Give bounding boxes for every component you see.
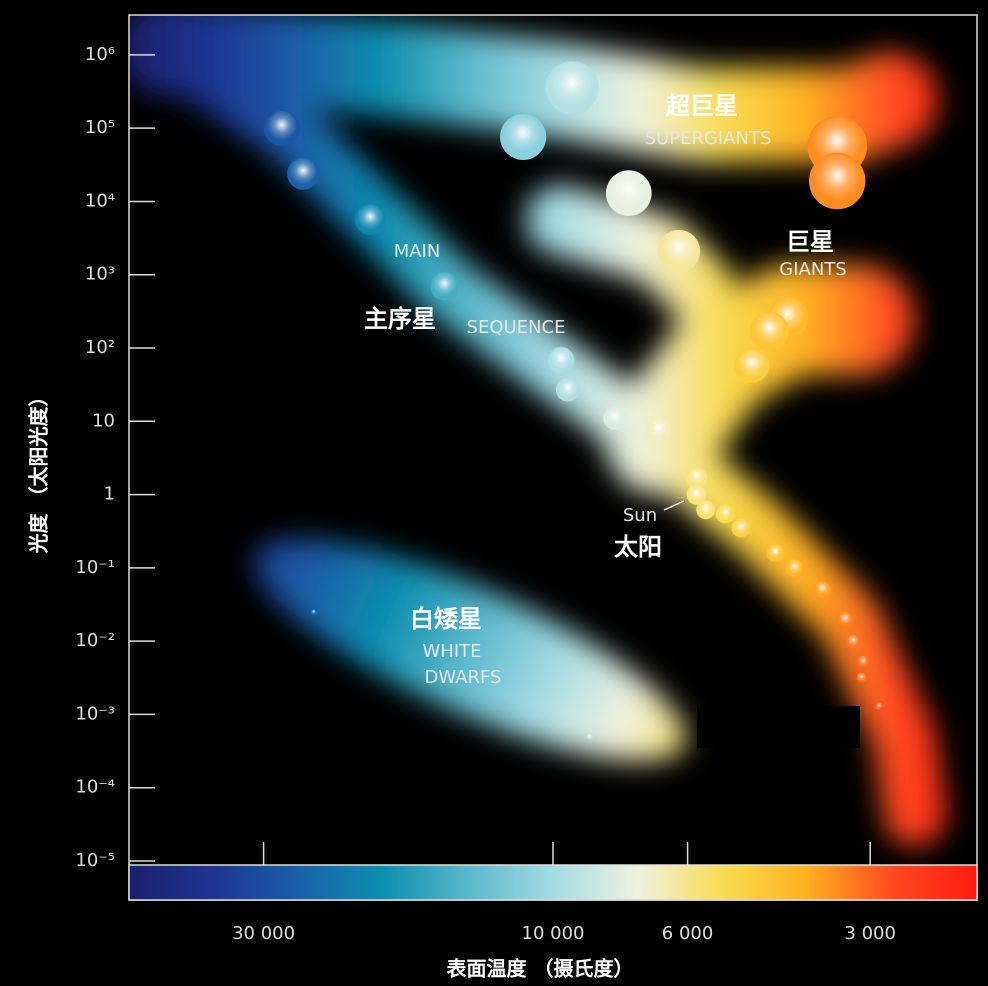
star-highlight [289, 158, 318, 186]
annotation: SUPERGIANTS [645, 128, 772, 149]
star-highlight [687, 467, 706, 486]
star-highlight [587, 733, 593, 739]
star-highlight [266, 111, 297, 142]
x-tick-label: 30 000 [232, 923, 295, 944]
stars [263, 61, 884, 740]
y-tick-label: 10⁻² [75, 630, 115, 651]
annotation: 主序星 [364, 305, 436, 333]
y-tick-label: 10⁶ [85, 44, 115, 65]
y-tick-label: 10⁻¹ [75, 557, 115, 578]
annotation: SEQUENCE [467, 317, 566, 338]
x-axis-label: 表面温度 （摄氏度） [447, 957, 634, 981]
annotation: Sun [623, 505, 657, 526]
annotation: 白矮星 [410, 605, 482, 633]
colorbar [128, 864, 978, 901]
y-tick-label: 10² [85, 337, 115, 358]
star-highlight [432, 272, 457, 297]
annotation: GIANTS [779, 259, 846, 280]
mask-box [697, 706, 860, 748]
annotation: 巨星 [786, 228, 834, 256]
star-highlight [549, 347, 573, 371]
star-highlight [732, 519, 749, 536]
x-tick-label: 3 000 [844, 923, 896, 944]
y-tick-label: 10³ [85, 264, 115, 285]
star-highlight [357, 204, 384, 232]
star-highlight [875, 702, 883, 710]
x-tick-label: 10 000 [522, 923, 585, 944]
star-highlight [838, 611, 852, 625]
y-tick-label: 10⁵ [85, 117, 115, 138]
star-highlight [786, 559, 802, 575]
star-highlight [847, 634, 859, 647]
annotation: 超巨星 [666, 92, 738, 120]
star-highlight [697, 500, 714, 517]
annotation: DWARFS [425, 667, 502, 688]
star-highlight [857, 672, 866, 682]
y-tick-label: 10⁻⁴ [75, 777, 115, 798]
star-highlight [503, 114, 543, 155]
star-highlight [752, 312, 786, 346]
y-axis-label: 光度 （太阳光度） [27, 387, 51, 555]
star-highlight [549, 62, 595, 108]
star-highlight [811, 117, 863, 169]
star-highlight [609, 171, 649, 211]
star-highlight [648, 418, 669, 440]
star-highlight [858, 655, 869, 666]
star-highlight [557, 378, 579, 399]
star-highlight [660, 230, 697, 268]
y-tick-label: 10 [92, 410, 115, 431]
annotation: 太阳 [614, 533, 662, 561]
x-tick-label: 6 000 [662, 923, 714, 944]
star-highlight [813, 154, 862, 203]
star-highlight [815, 581, 830, 596]
y-tick-label: 10⁴ [85, 190, 115, 211]
y-tick-label: 10⁻³ [75, 703, 115, 724]
supergiant-band [129, 15, 938, 163]
star-highlight [737, 348, 767, 379]
star-highlight [716, 504, 734, 521]
star-highlight [605, 407, 626, 428]
y-tick-label: 10⁻⁵ [75, 850, 115, 871]
white-dwarf-region [253, 538, 687, 762]
sun-pointer [663, 500, 685, 511]
annotation: WHITE [422, 641, 481, 662]
star-highlight [688, 485, 706, 503]
annotation: MAIN [394, 241, 441, 262]
star-highlight [767, 544, 784, 560]
star-highlight [311, 609, 317, 615]
y-tick-label: 1 [104, 484, 115, 505]
